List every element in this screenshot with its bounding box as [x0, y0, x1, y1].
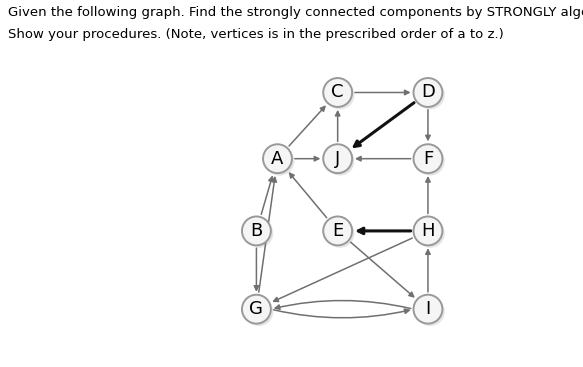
Text: G: G	[250, 300, 264, 318]
Text: B: B	[250, 222, 262, 240]
Text: E: E	[332, 222, 343, 240]
Circle shape	[326, 219, 354, 248]
Circle shape	[413, 217, 442, 246]
Circle shape	[416, 80, 445, 109]
Text: J: J	[335, 150, 340, 168]
Text: Given the following graph. Find the strongly connected components by STRONGLY al: Given the following graph. Find the stro…	[8, 6, 583, 18]
Text: H: H	[421, 222, 435, 240]
Circle shape	[323, 144, 352, 173]
Text: F: F	[423, 150, 433, 168]
Circle shape	[416, 147, 445, 175]
Circle shape	[416, 297, 445, 326]
Circle shape	[413, 295, 442, 324]
Circle shape	[263, 144, 292, 173]
Text: I: I	[426, 300, 431, 318]
Circle shape	[413, 144, 442, 173]
Circle shape	[244, 297, 273, 326]
Circle shape	[242, 217, 271, 246]
Text: D: D	[421, 83, 435, 102]
Circle shape	[242, 295, 271, 324]
Circle shape	[323, 217, 352, 246]
Circle shape	[323, 78, 352, 107]
Text: A: A	[271, 150, 284, 168]
Circle shape	[413, 78, 442, 107]
Circle shape	[265, 147, 294, 175]
Circle shape	[326, 147, 354, 175]
Circle shape	[416, 219, 445, 248]
Text: C: C	[331, 83, 344, 102]
Text: Show your procedures. (Note, vertices is in the prescribed order of a to z.): Show your procedures. (Note, vertices is…	[8, 28, 503, 40]
Circle shape	[326, 80, 354, 109]
Circle shape	[244, 219, 273, 248]
